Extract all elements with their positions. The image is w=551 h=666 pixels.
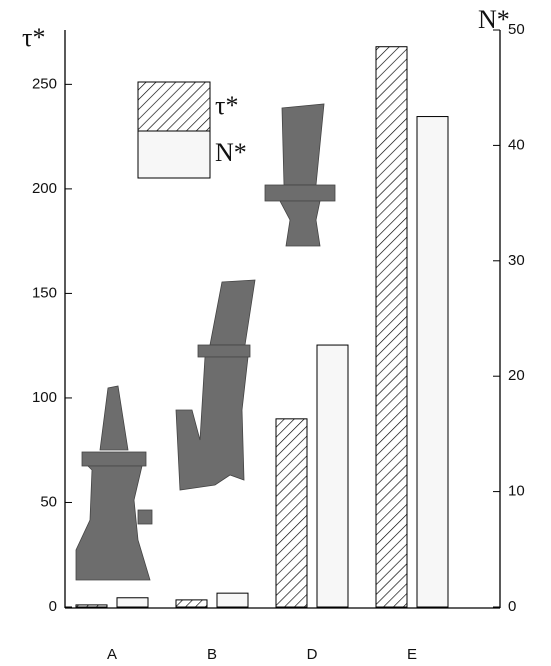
y-tick-label: 50 xyxy=(40,493,57,510)
legend-label: N* xyxy=(215,138,247,167)
legend-swatch xyxy=(137,130,211,179)
y2-tick-label: 40 xyxy=(508,136,525,153)
y-tick-label: 0 xyxy=(49,598,57,615)
blade-image xyxy=(175,279,256,491)
y2-axis-title: N* xyxy=(478,5,510,34)
y2-tick-label: 50 xyxy=(508,21,525,38)
blade-image xyxy=(264,103,336,247)
y-tick-label: 250 xyxy=(32,75,57,92)
bar xyxy=(375,46,408,608)
y2-tick-label: 0 xyxy=(508,598,516,615)
bar xyxy=(216,592,249,608)
bar xyxy=(116,597,149,608)
blade-image xyxy=(75,385,153,581)
x-tick-label: B xyxy=(207,646,217,663)
y2-tick-label: 20 xyxy=(508,367,525,384)
y2-tick-label: 10 xyxy=(508,483,525,500)
y-axis-title: τ* xyxy=(22,23,45,52)
bar xyxy=(175,599,208,608)
bar xyxy=(275,418,308,608)
y-tick-label: 200 xyxy=(32,180,57,197)
bar xyxy=(316,344,349,608)
x-tick-label: D xyxy=(307,646,318,663)
y2-tick-label: 30 xyxy=(508,252,525,269)
legend-swatch xyxy=(137,81,211,132)
bar xyxy=(75,604,108,608)
y-tick-label: 150 xyxy=(32,284,57,301)
x-tick-label: E xyxy=(407,646,417,663)
x-tick-label: A xyxy=(107,646,117,663)
y-tick-label: 100 xyxy=(32,389,57,406)
legend-label: τ* xyxy=(215,91,238,120)
bar xyxy=(416,116,449,608)
